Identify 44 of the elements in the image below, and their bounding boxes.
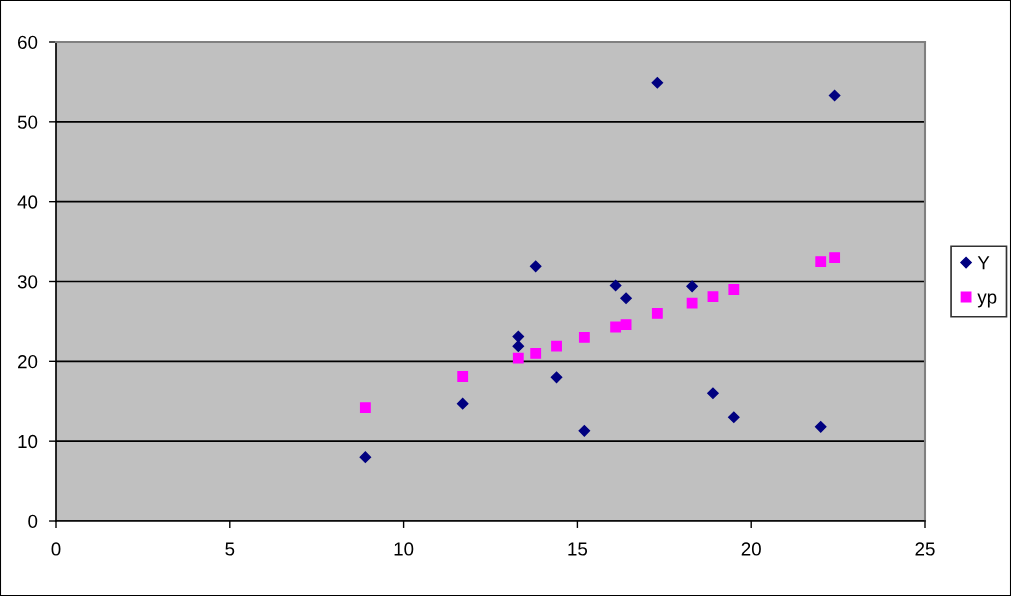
y-tick-label: 60 bbox=[18, 35, 38, 49]
point bbox=[651, 76, 664, 89]
y-tick-label: 10 bbox=[18, 434, 38, 449]
point bbox=[551, 340, 562, 352]
y-tick-label: 30 bbox=[17, 275, 38, 289]
x-tick-label: 5 bbox=[225, 542, 235, 556]
point bbox=[814, 420, 827, 433]
point bbox=[707, 291, 719, 303]
point bbox=[815, 256, 827, 267]
point bbox=[457, 371, 469, 382]
point bbox=[512, 352, 524, 364]
point bbox=[686, 280, 698, 293]
point bbox=[359, 451, 372, 463]
y-tick-label: 40 bbox=[17, 195, 38, 209]
point bbox=[829, 252, 841, 263]
point bbox=[728, 284, 740, 295]
x-tick-label: 10 bbox=[394, 542, 414, 556]
legend-label: Y bbox=[977, 256, 990, 270]
y-tick-label: 20 bbox=[18, 355, 38, 369]
point bbox=[707, 387, 719, 400]
x-tick-label: 25 bbox=[915, 542, 935, 556]
point bbox=[550, 371, 563, 384]
x-tick-label: 15 bbox=[568, 542, 588, 556]
point bbox=[456, 397, 469, 410]
y-tick-label: 0 bbox=[28, 514, 38, 528]
point bbox=[512, 330, 525, 343]
point bbox=[686, 297, 698, 309]
point bbox=[610, 321, 622, 333]
point bbox=[609, 279, 622, 292]
point bbox=[512, 340, 525, 352]
point bbox=[529, 260, 542, 273]
point bbox=[828, 89, 841, 102]
point bbox=[651, 308, 663, 319]
point bbox=[728, 411, 740, 424]
point bbox=[578, 424, 591, 437]
y-tick-label: 50 bbox=[17, 115, 38, 129]
point bbox=[530, 347, 542, 359]
point bbox=[620, 319, 632, 331]
x-tick-label: 0 bbox=[51, 542, 61, 556]
point bbox=[578, 331, 590, 343]
legend-label: yp bbox=[977, 293, 997, 308]
x-tick-label: 20 bbox=[741, 542, 761, 556]
point bbox=[620, 292, 632, 305]
point bbox=[359, 402, 371, 414]
